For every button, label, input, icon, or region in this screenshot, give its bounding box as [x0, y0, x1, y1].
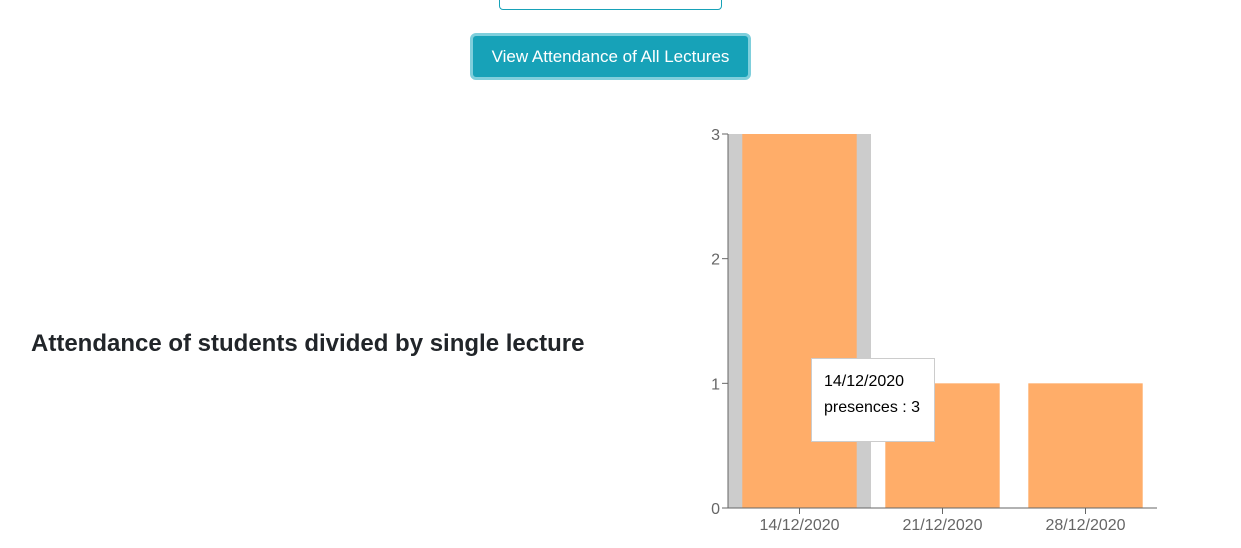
- y-tick-label: 2: [711, 252, 720, 269]
- y-tick-label: 3: [711, 127, 720, 144]
- bar-14/12/2020: [742, 134, 857, 508]
- tooltip-value: presences : 3: [824, 399, 921, 416]
- y-tick-label: 1: [711, 376, 720, 393]
- y-tick-label: 0: [711, 501, 720, 518]
- lecture-select[interactable]: [499, 0, 722, 10]
- chart-tooltip: 14/12/2020 presences : 3: [811, 358, 935, 442]
- x-tick-label: 21/12/2020: [902, 517, 982, 534]
- x-tick-label: 28/12/2020: [1045, 517, 1125, 534]
- view-all-lectures-button[interactable]: View Attendance of All Lectures: [470, 33, 751, 80]
- x-tick-label: 14/12/2020: [759, 517, 839, 534]
- bar-28/12/2020: [1028, 383, 1143, 508]
- section-title: Attendance of students divided by single…: [31, 330, 585, 357]
- tooltip-date: 14/12/2020: [824, 373, 905, 390]
